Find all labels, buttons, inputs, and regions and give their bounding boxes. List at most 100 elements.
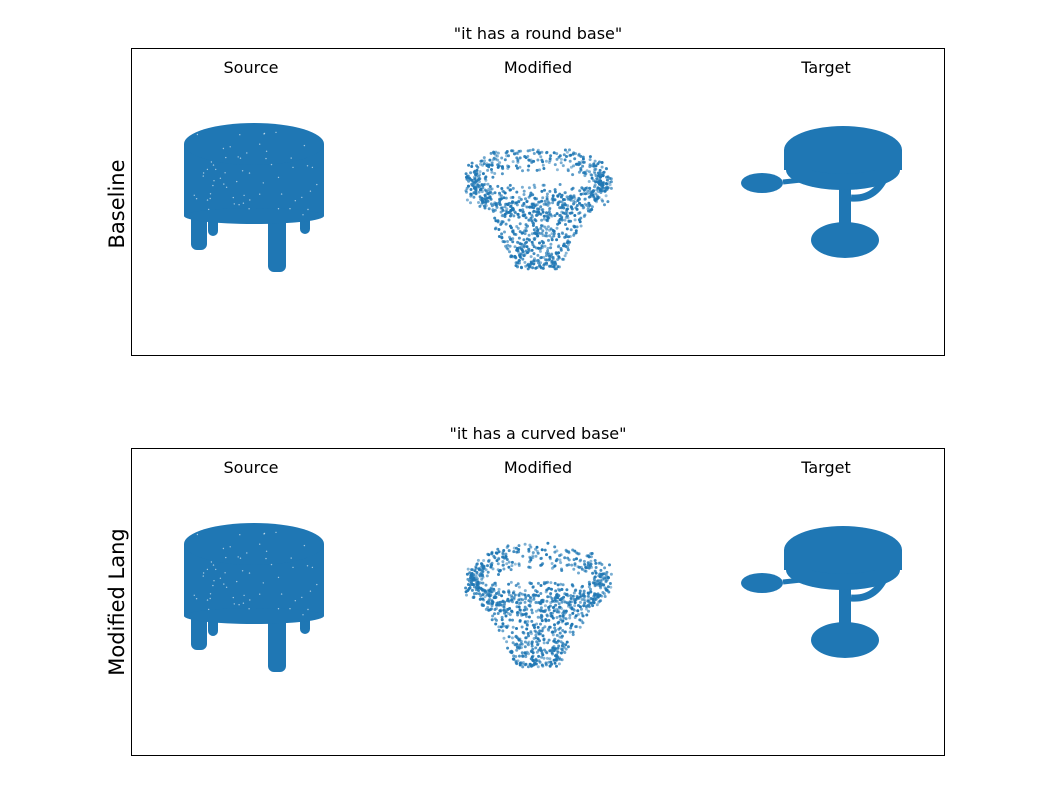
point [476,558,480,562]
point [563,191,567,195]
point [548,189,552,193]
point [555,607,558,611]
point [551,201,555,205]
point [531,647,535,651]
point [541,234,545,237]
point [516,610,520,614]
point [599,599,603,603]
point [512,214,516,218]
point [536,642,540,646]
point [596,593,600,597]
point [476,183,480,187]
point [558,635,562,639]
point [536,158,540,162]
point [605,182,609,186]
point [609,180,613,184]
point [511,195,515,199]
highlight-point [277,176,280,179]
highlight-point [290,157,292,159]
highlight-point [316,583,318,586]
point [568,616,572,620]
point [573,616,577,619]
point [591,604,595,608]
point [469,171,473,175]
point [507,599,511,603]
point [548,657,552,661]
point [500,172,504,176]
point [480,199,484,203]
point [608,563,611,567]
highlight-point [215,568,217,571]
point [553,630,557,634]
point [559,248,563,252]
point [571,633,575,637]
point [500,615,504,619]
point [520,625,524,629]
point [536,228,540,232]
highlight-point [303,544,306,547]
point [543,199,547,203]
point [557,235,561,239]
point [571,584,575,588]
point [575,625,579,629]
point [559,640,563,644]
point [580,186,584,190]
point [500,165,504,169]
point [598,171,602,175]
highlight-point [316,183,318,186]
highlight-point [248,208,250,210]
point [559,157,563,161]
point [522,193,526,196]
stem-shape [839,580,851,644]
highlight-point [275,131,277,134]
point [467,179,471,183]
point [490,168,493,171]
point [517,548,521,551]
point [528,662,532,666]
point [560,200,564,204]
point [550,630,554,634]
point [568,613,572,617]
point [529,255,533,259]
point [555,226,559,230]
point [519,197,523,201]
point [521,554,525,558]
point [567,235,570,239]
point [489,565,493,569]
point [549,246,553,250]
point [467,163,471,167]
point [517,199,521,203]
point [515,190,519,194]
point [556,655,560,659]
point [530,608,534,612]
point [539,584,543,587]
highlight-point [239,134,241,136]
point [583,599,587,603]
point [508,188,512,192]
point [544,254,548,258]
point [548,207,552,211]
point [561,642,565,646]
point [483,595,487,599]
point [594,597,598,601]
point [493,612,496,616]
point [517,236,521,240]
point [475,577,479,581]
highlight-point [259,193,261,195]
point [609,186,613,190]
point [481,581,485,585]
point [573,562,577,566]
highlight-point [290,557,292,559]
point [495,601,499,605]
point [503,240,506,244]
point [588,155,592,159]
point [503,191,507,195]
point [539,261,543,265]
point [512,550,516,554]
point [545,195,549,199]
point [585,607,588,611]
point [522,189,526,193]
point [470,161,474,165]
point [522,244,526,248]
point [496,151,500,155]
